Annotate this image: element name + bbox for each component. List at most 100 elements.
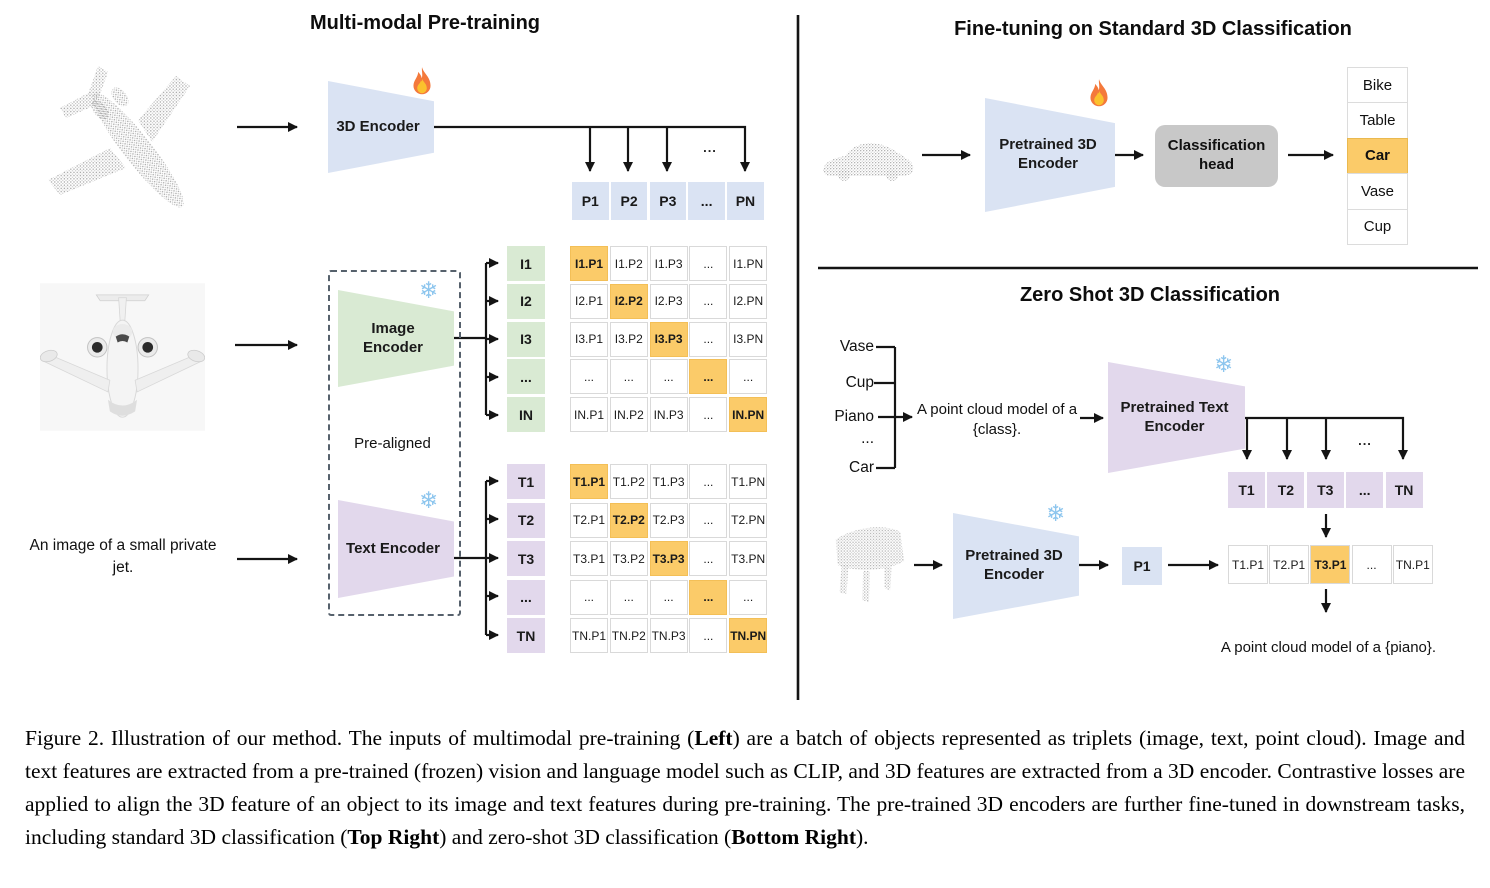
i-label-IN: IN — [507, 397, 545, 433]
p-cell-P2: P2 — [610, 182, 648, 220]
p-cell-PN: PN — [727, 182, 764, 220]
t-matrix-cell-0-0: T1.P1 — [570, 464, 608, 499]
i-matrix-cell-3-4: ... — [729, 359, 768, 395]
caption-bold-left: Left — [694, 726, 733, 750]
t-matrix-cell-4-2: TN.P3 — [649, 618, 688, 653]
figure-caption: Figure 2. Illustration of our method. Th… — [25, 722, 1465, 854]
figure-2-diagram: Multi-modal Pre-training 3D Encoder ... … — [29, 12, 1478, 700]
airplane-pointcloud-image — [48, 66, 190, 208]
i-matrix-cell-2-4: I3.PN — [729, 321, 768, 357]
pretraining-title: Multi-modal Pre-training — [310, 12, 540, 34]
t-matrix-cell-3-2: ... — [649, 579, 688, 615]
i-label-I2: I2 — [507, 283, 545, 319]
classification-head-box: Classification head — [1155, 125, 1278, 187]
t-matrix-cell-2-0: T3.P1 — [570, 541, 608, 576]
image-encoder-label: Image Encoder — [362, 319, 423, 356]
zs-t-cell-T1: T1 — [1228, 472, 1265, 508]
t-matrix-cell-2-1: T3.P2 — [609, 541, 648, 576]
t-matrix-cell-0-3: ... — [689, 464, 728, 499]
zs-result-cell-T1P1: T1.P1 — [1228, 545, 1268, 584]
t-label-T2: T2 — [507, 502, 545, 538]
car-pointcloud-image — [823, 143, 914, 181]
i-matrix-cell-1-3: ... — [689, 283, 728, 319]
i-matrix-cell-0-0: I1.P1 — [570, 246, 608, 281]
flame-icon — [413, 67, 431, 95]
t-matrix-cell-4-3: ... — [689, 618, 728, 653]
i-matrix-cell-1-2: I2.P3 — [649, 283, 688, 319]
i-matrix-cell-1-4: I2.PN — [729, 283, 768, 319]
jet-text-caption: An image of a small private jet. — [29, 537, 217, 576]
zs-class-: ... — [861, 430, 874, 447]
t-label-T1: T1 — [507, 464, 545, 499]
i-matrix-cell-4-0: IN.P1 — [570, 397, 608, 433]
text-feature-column: T1 T2 T3... TN — [507, 464, 545, 653]
finetune-encoder-label: Pretrained 3D Encoder — [999, 136, 1097, 172]
fan-dots-zeroshot: ... — [1358, 433, 1372, 448]
p-cell-P1: P1 — [572, 182, 609, 220]
i-label-I3: I3 — [507, 321, 545, 357]
fan-dots-pretraining: ... — [703, 140, 717, 155]
t-matrix-cell-3-1: ... — [609, 579, 648, 615]
zeroshot-3d-encoder: Pretrained 3D Encoder — [953, 513, 1079, 619]
zs-result-cell-: ... — [1351, 545, 1392, 584]
zs-result-cell-T3P1: T3.P1 — [1310, 545, 1351, 584]
encoder-3d-label: 3D Encoder — [336, 117, 420, 135]
zeroshot-prompt: A point cloud model of a {class}. — [916, 401, 1078, 438]
zs-t-cell-TN: TN — [1385, 472, 1423, 508]
i-matrix-cell-2-1: I3.P2 — [609, 321, 648, 357]
zs-class-Vase: Vase — [839, 338, 874, 355]
t-matrix-cell-1-1: T2.P2 — [609, 502, 648, 538]
caption-text: ). — [856, 825, 869, 850]
image-feature-column: I1 I2 I3... IN — [507, 246, 545, 433]
snowflake-icon: ❄ — [419, 487, 439, 513]
p-cell-: ... — [688, 182, 725, 220]
zs-result-cell-T2P1: T2.P1 — [1269, 545, 1310, 584]
zeroshot-3d-encoder-label: Pretrained 3D Encoder — [965, 547, 1063, 583]
zs-class-Cup: Cup — [845, 374, 874, 391]
zs-t-cell-: ... — [1346, 472, 1384, 508]
zeroshot-text-encoder: Pretrained Text Encoder — [1108, 362, 1245, 473]
zeroshot-text-encoder-label: Pretrained Text Encoder — [1120, 398, 1229, 435]
class-Vase: Vase — [1347, 173, 1408, 210]
i-matrix-cell-1-1: I2.P2 — [609, 283, 648, 319]
t-label-T3: T3 — [507, 541, 545, 576]
i-matrix-cell-0-4: I1.PN — [729, 246, 768, 281]
i-matrix-cell-0-1: I1.P2 — [609, 246, 648, 281]
class-Cup: Cup — [1347, 208, 1408, 245]
t-matrix-cell-0-1: T1.P2 — [609, 464, 648, 499]
t-matrix-cell-3-0: ... — [570, 579, 608, 615]
zs-class-Piano: Piano — [834, 408, 874, 425]
p-cell-P3: P3 — [649, 182, 687, 220]
i-matrix-cell-4-2: IN.P3 — [649, 397, 688, 433]
t-matrix-cell-2-3: ... — [689, 541, 728, 576]
snowflake-icon: ❄ — [1214, 351, 1234, 377]
t-matrix-cell-4-0: TN.P1 — [570, 618, 608, 653]
i-matrix-cell-0-3: ... — [689, 246, 728, 281]
t-label-TN: TN — [507, 618, 545, 653]
t-matrix-cell-0-2: T1.P3 — [649, 464, 688, 499]
zeroshot-result-caption: A point cloud model of a {piano}. — [1220, 639, 1437, 656]
t-matrix-cell-4-1: TN.P2 — [609, 618, 648, 653]
t-matrix-cell-1-2: T2.P3 — [649, 502, 688, 538]
caption-bold-bottom-right: Bottom Right — [731, 825, 857, 850]
i-matrix-cell-3-0: ... — [570, 359, 608, 395]
caption-text: ) and zero-shot 3D classification ( — [439, 825, 732, 850]
snowflake-icon: ❄ — [419, 277, 439, 303]
i-matrix-cell-2-3: ... — [689, 321, 728, 357]
i-matrix-cell-2-0: I3.P1 — [570, 321, 608, 357]
i-matrix-cell-2-2: I3.P3 — [649, 321, 688, 357]
t-matrix-cell-2-2: T3.P3 — [649, 541, 688, 576]
finetune-title: Fine-tuning on Standard 3D Classificatio… — [954, 18, 1352, 40]
t-matrix-cell-2-4: T3.PN — [729, 541, 768, 576]
t-matrix-cell-4-4: TN.PN — [729, 618, 768, 653]
t-matrix-cell-3-3: ... — [689, 579, 728, 615]
finetune-encoder: Pretrained 3D Encoder — [985, 98, 1115, 212]
t-matrix-cell-0-4: T1.PN — [729, 464, 768, 499]
snowflake-icon: ❄ — [1046, 500, 1066, 526]
zs-result-cell-TNP1: TN.P1 — [1392, 545, 1433, 584]
i-label-I1: I1 — [507, 246, 545, 281]
zs-t-cell-T2: T2 — [1267, 472, 1305, 508]
caption-text: Figure 2. Illustration of our method. Th… — [25, 726, 695, 750]
class-Bike: Bike — [1347, 67, 1408, 104]
i-matrix-cell-4-1: IN.P2 — [609, 397, 648, 433]
